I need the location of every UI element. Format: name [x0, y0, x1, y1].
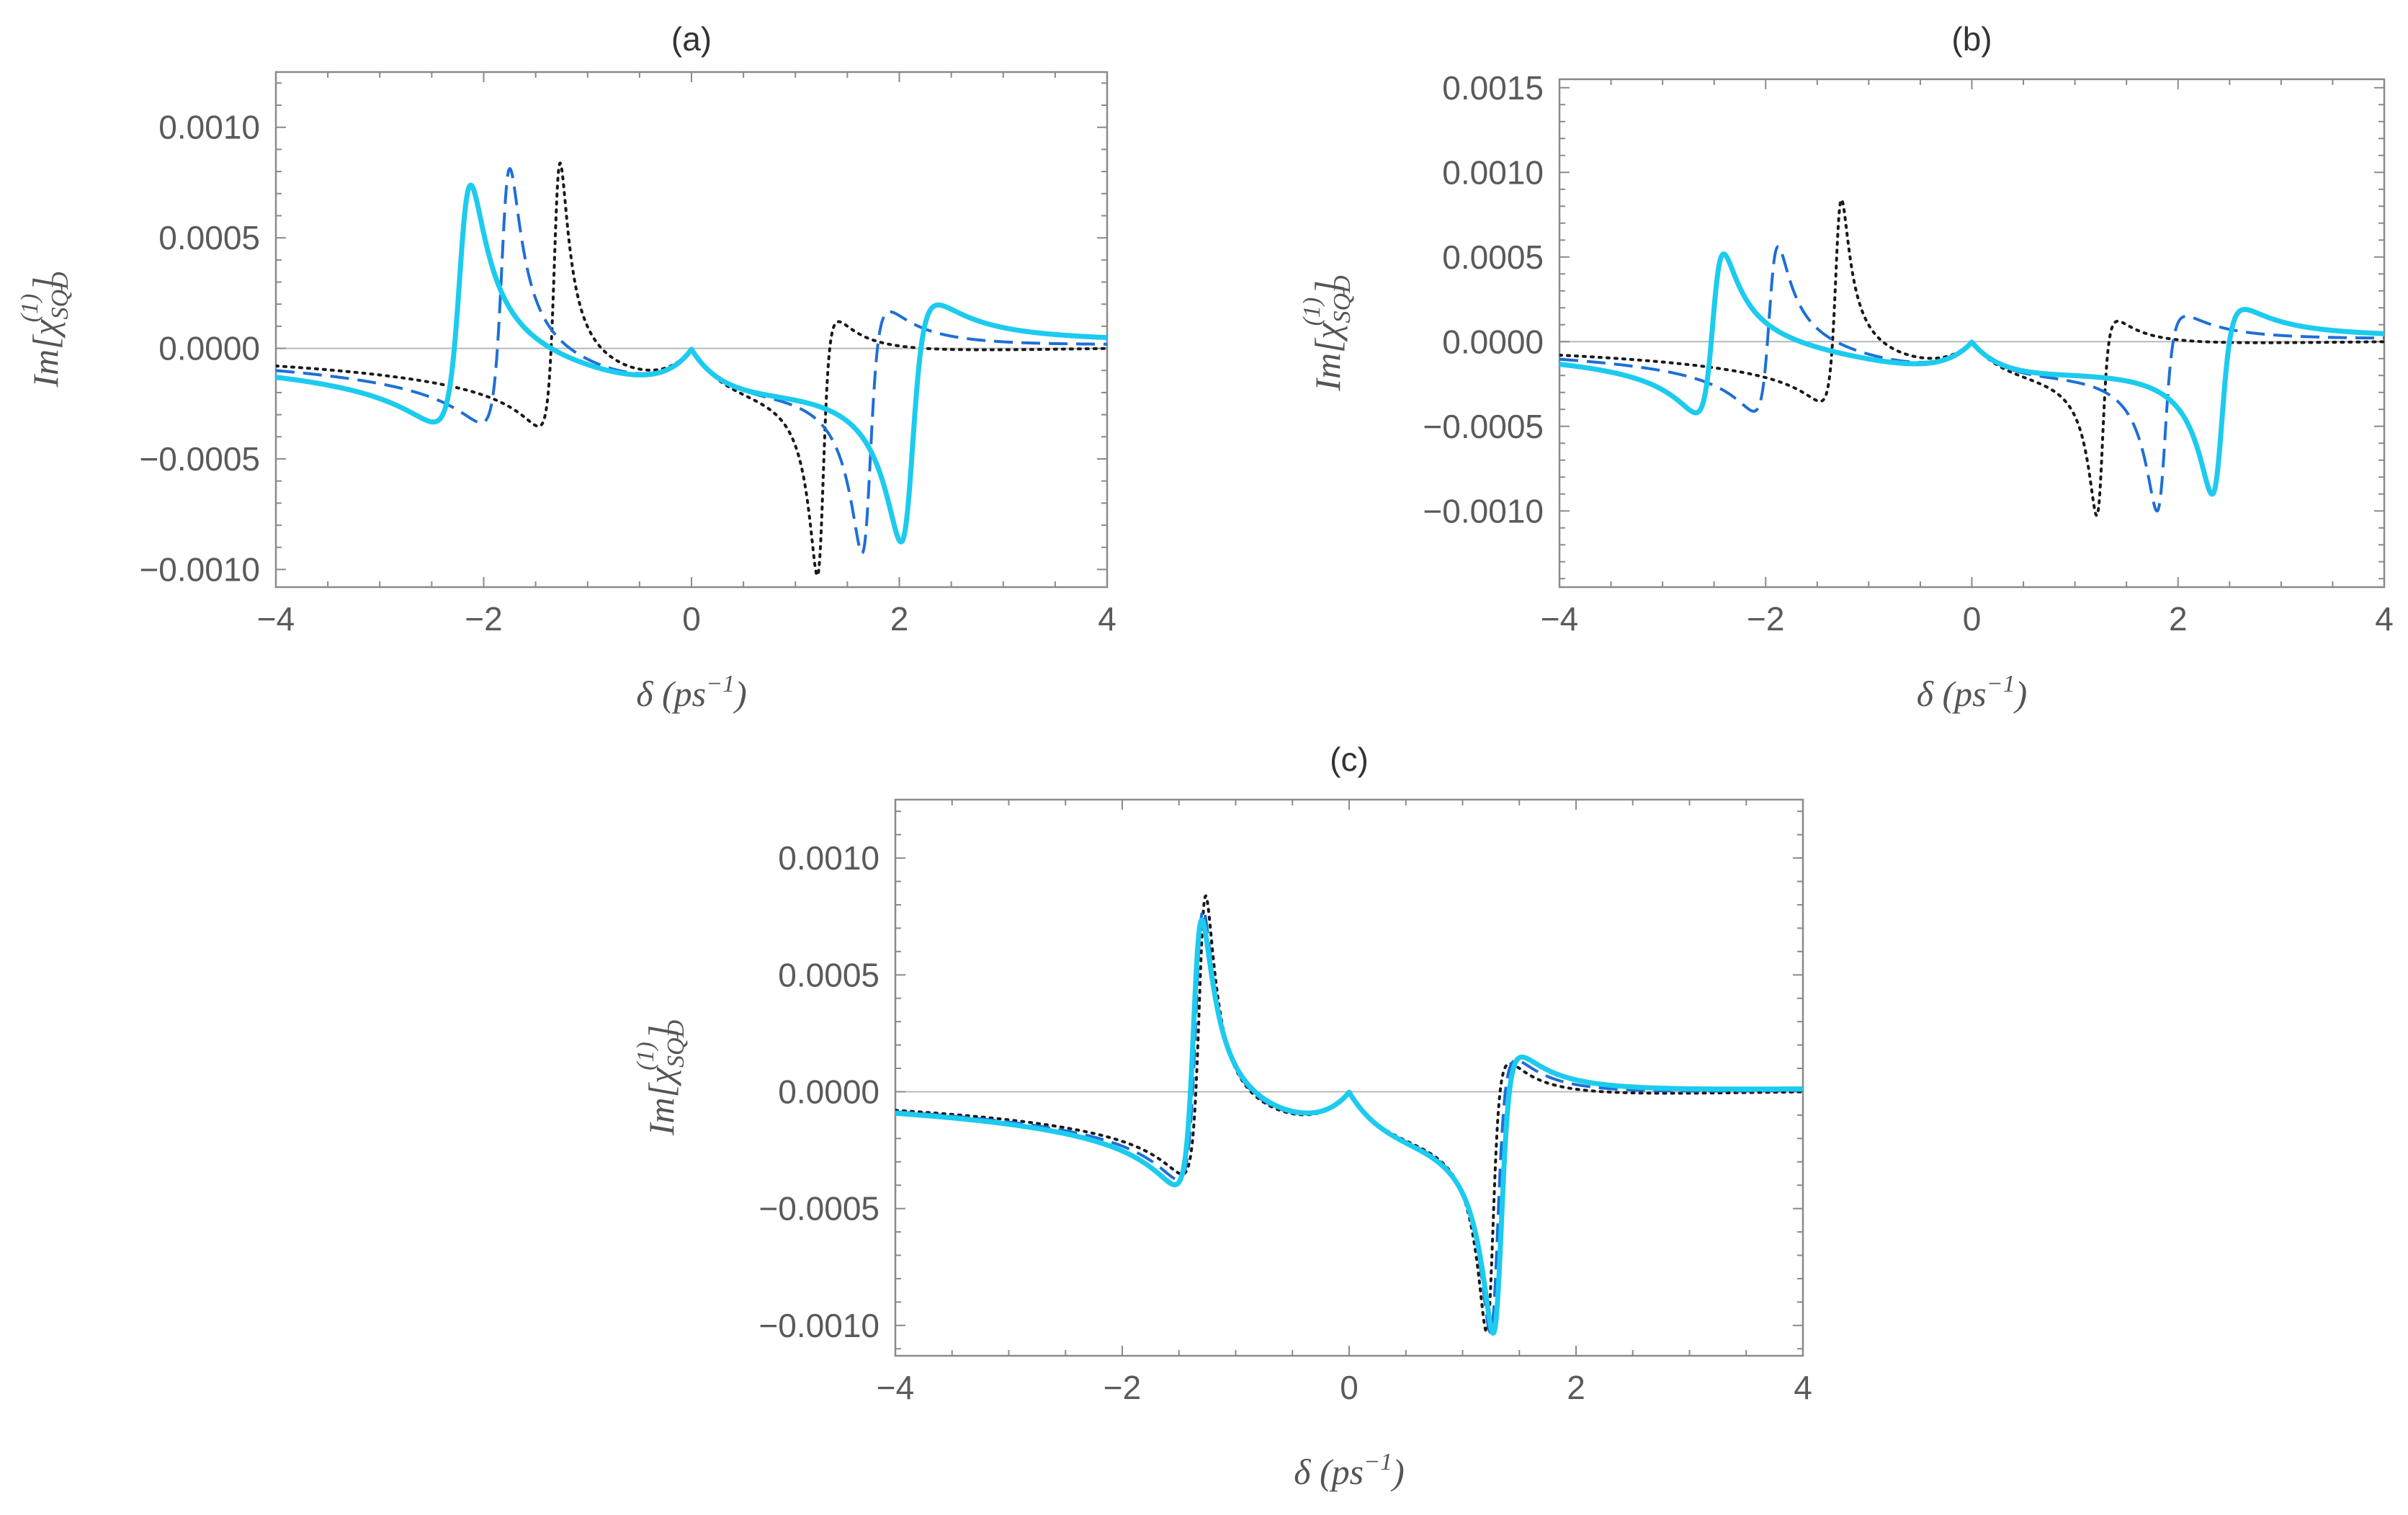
panel-c: −4 −2 0 2 4 −0.0010 −0.0005 0.0000 0.0005 0.0010 (… [632, 741, 1812, 1492]
series-solid-c [895, 917, 1803, 1336]
y-tick-label-a: 0.0010 [158, 109, 260, 146]
y-tick-label-c: 0.0000 [778, 1073, 879, 1110]
panel-a: −4 −2 0 2 4 −0.0010 −0.0005 0.0000 0.0005 0.0010 (… [17, 20, 1116, 714]
x-tick-label-c: 2 [1567, 1369, 1585, 1406]
y-tick-label-a: 0.0005 [158, 219, 260, 256]
series-dotted-b [1559, 198, 2384, 517]
x-tick-label-b: 4 [2375, 600, 2394, 638]
x-tick-label-a: −4 [257, 600, 295, 638]
x-tick-label-a: −2 [465, 600, 502, 638]
series-solid-b [1559, 251, 2384, 497]
x-axis-label-a: δ (ps−1) [636, 671, 746, 714]
x-tick-label-a: 2 [890, 600, 909, 638]
y-tick-label-c: 0.0005 [778, 956, 879, 993]
x-tick-label-c: 0 [1340, 1369, 1359, 1406]
y-tick-label-b: −0.0010 [1423, 492, 1544, 529]
panel-title-a: (a) [671, 20, 712, 58]
x-axis-label-c: δ (ps−1) [1294, 1449, 1404, 1492]
panel-b: −4 −2 0 2 4 −0.0010 −0.0005 0.0000 0.0005 0.0010 0… [1299, 20, 2394, 714]
y-tick-label-c: 0.0010 [778, 839, 879, 877]
y-tick-label-b: 0.0010 [1442, 153, 1544, 191]
x-tick-label-a: 4 [1098, 600, 1116, 638]
series-solid-a [276, 182, 1107, 545]
y-tick-label-b: 0.0000 [1442, 323, 1544, 360]
series-dashed-b [1559, 245, 2384, 513]
x-tick-label-b: 2 [2169, 600, 2188, 638]
y-tick-label-c: −0.0010 [758, 1307, 879, 1344]
x-tick-label-c: −4 [877, 1369, 914, 1406]
y-tick-label-b: 0.0015 [1442, 69, 1544, 107]
panel-title-c: (c) [1330, 741, 1369, 778]
x-tick-label-c: −2 [1104, 1369, 1141, 1406]
series-dotted-c [895, 894, 1803, 1333]
series-dashed-a [276, 166, 1107, 555]
y-tick-label-a: 0.0000 [158, 330, 260, 367]
y-tick-label-b: −0.0005 [1423, 408, 1544, 445]
y-tick-label-b: 0.0005 [1442, 238, 1544, 276]
x-tick-label-a: 0 [682, 600, 701, 638]
y-tick-label-a: −0.0010 [139, 550, 260, 588]
panel-title-b: (b) [1951, 20, 1992, 58]
x-tick-label-b: −2 [1747, 600, 1784, 638]
series-dashed-c [895, 908, 1803, 1334]
x-tick-label-c: 4 [1794, 1369, 1812, 1406]
series-dotted-a [276, 161, 1107, 577]
x-tick-label-b: 0 [1963, 600, 1982, 638]
y-tick-label-c: −0.0005 [758, 1190, 879, 1228]
y-axis-label-b: Im[χSQD(1)] [1299, 275, 1356, 392]
plot-frame-a [274, 71, 1109, 589]
y-axis-label-c: Im[χSQD(1)] [632, 1019, 689, 1136]
y-tick-label-a: −0.0005 [139, 440, 260, 478]
y-axis-label-a: Im[χSQD(1)] [17, 272, 73, 388]
x-axis-label-b: δ (ps−1) [1917, 671, 2027, 714]
plot-frame-c [894, 798, 1804, 1357]
x-tick-label-b: −4 [1541, 600, 1578, 638]
